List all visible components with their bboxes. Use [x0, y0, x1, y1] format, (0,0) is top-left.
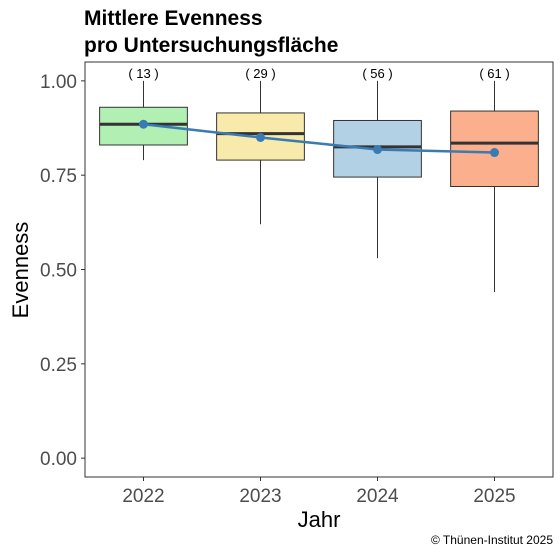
count-label: ( 29 ): [245, 66, 275, 81]
box-2024: [333, 80, 422, 259]
x-axis-title: Jahr: [298, 507, 341, 532]
x-axis: 2022 2023 2024 2025: [122, 477, 516, 507]
x-tick-label: 2022: [122, 486, 164, 507]
mean-point: [490, 148, 499, 158]
y-axis: 0.00 0.25 0.50 0.75 1.00: [40, 72, 85, 470]
mean-point: [256, 132, 265, 142]
y-axis-title: Evenness: [8, 222, 33, 319]
mean-point: [373, 145, 382, 155]
y-tick-label: 0.50: [40, 261, 77, 282]
x-tick-label: 2023: [239, 486, 281, 507]
mean-line-layer: [139, 119, 499, 158]
x-tick-label: 2024: [356, 486, 399, 507]
count-label: ( 61 ): [479, 66, 509, 81]
y-tick-label: 1.00: [40, 72, 77, 93]
count-labels-layer: ( 13 ) ( 29 ) ( 56 ) ( 61 ): [128, 66, 509, 81]
mean-point: [139, 119, 148, 129]
chart-title: Mittlere Evenness: [84, 7, 263, 30]
y-tick-label: 0.75: [40, 166, 77, 187]
y-tick-label: 0.00: [40, 449, 77, 470]
count-label: ( 56 ): [362, 66, 392, 81]
mean-line: [143, 123, 495, 154]
x-tick-label: 2025: [473, 486, 515, 507]
count-label: ( 13 ): [128, 66, 158, 81]
copyright-credit: © Thünen-Institut 2025: [431, 533, 553, 547]
chart-subtitle: pro Untersuchungsfläche: [84, 34, 338, 57]
y-tick-label: 0.25: [40, 355, 77, 376]
